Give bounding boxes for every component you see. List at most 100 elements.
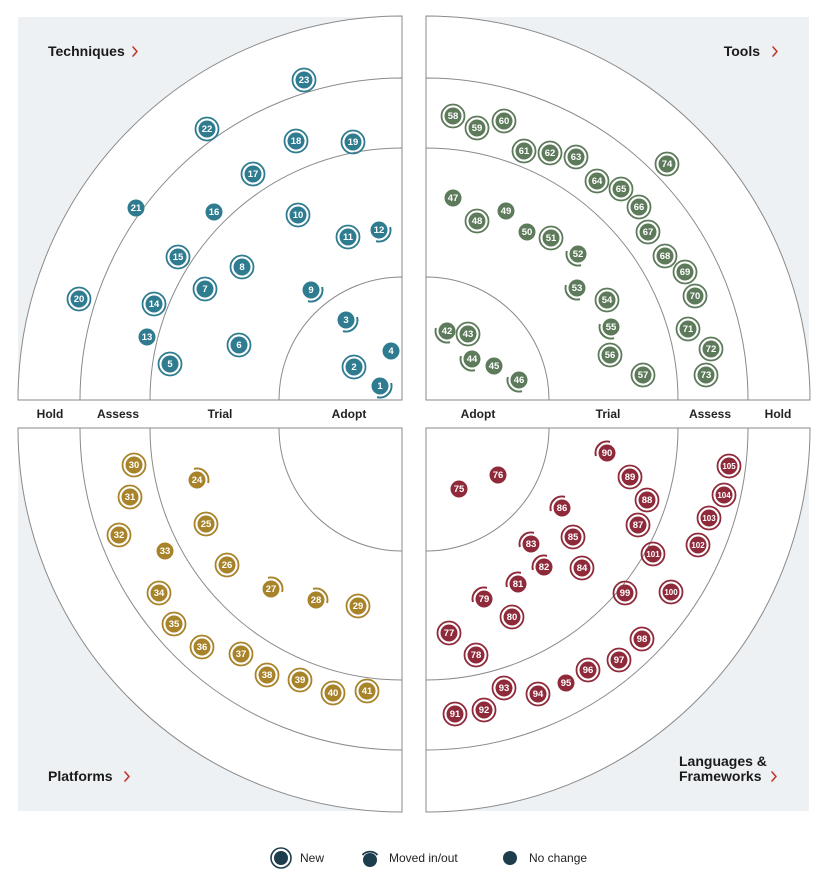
blip-88[interactable]: 88 [634, 487, 660, 513]
blip-67[interactable]: 67 [635, 219, 661, 245]
blip-58[interactable]: 58 [440, 103, 466, 129]
blip-87[interactable]: 87 [625, 512, 651, 538]
blip-50[interactable]: 50 [518, 223, 536, 241]
blip-64[interactable]: 64 [584, 168, 610, 194]
blip-71[interactable]: 71 [675, 316, 701, 342]
blip-49[interactable]: 49 [497, 202, 515, 220]
blip-11[interactable]: 11 [335, 224, 361, 250]
blip-1[interactable]: 1 [371, 377, 393, 399]
blip-98[interactable]: 98 [629, 626, 655, 652]
blip-31[interactable]: 31 [117, 484, 143, 510]
blip-103[interactable]: 103 [696, 505, 722, 531]
blip-40[interactable]: 40 [320, 680, 346, 706]
blip-6[interactable]: 6 [226, 332, 252, 358]
quadrant-title-languages[interactable]: Languages & Frameworks [679, 753, 777, 784]
blip-100[interactable]: 100 [658, 579, 684, 605]
blip-62[interactable]: 62 [537, 140, 563, 166]
blip-16[interactable]: 16 [205, 203, 223, 221]
blip-78[interactable]: 78 [463, 642, 489, 668]
blip-84[interactable]: 84 [569, 555, 595, 581]
blip-97[interactable]: 97 [606, 647, 632, 673]
blip-34[interactable]: 34 [146, 580, 172, 606]
blip-53[interactable]: 53 [564, 279, 586, 301]
blip-85[interactable]: 85 [560, 524, 586, 550]
blip-82[interactable]: 82 [531, 554, 553, 576]
blip-90[interactable]: 90 [594, 440, 616, 462]
blip-22[interactable]: 22 [194, 116, 220, 142]
blip-54[interactable]: 54 [594, 287, 620, 313]
blip-45[interactable]: 45 [485, 357, 503, 375]
blip-48[interactable]: 48 [464, 208, 490, 234]
blip-12[interactable]: 12 [370, 221, 392, 243]
blip-65[interactable]: 65 [608, 176, 634, 202]
blip-3[interactable]: 3 [337, 311, 359, 333]
blip-102[interactable]: 102 [685, 532, 711, 558]
blip-55[interactable]: 55 [598, 318, 620, 340]
blip-9[interactable]: 9 [302, 281, 324, 303]
blip-94[interactable]: 94 [525, 681, 551, 707]
blip-72[interactable]: 72 [698, 336, 724, 362]
blip-66[interactable]: 66 [626, 194, 652, 220]
blip-41[interactable]: 41 [354, 678, 380, 704]
blip-39[interactable]: 39 [287, 667, 313, 693]
blip-17[interactable]: 17 [240, 161, 266, 187]
blip-27[interactable]: 27 [262, 576, 284, 598]
quadrant-title-tools[interactable]: Tools [724, 43, 778, 59]
blip-89[interactable]: 89 [617, 464, 643, 490]
blip-28[interactable]: 28 [307, 587, 329, 609]
blip-91[interactable]: 91 [442, 701, 468, 727]
blip-74[interactable]: 74 [654, 151, 680, 177]
blip-2[interactable]: 2 [341, 354, 367, 380]
blip-59[interactable]: 59 [464, 115, 490, 141]
blip-21[interactable]: 21 [127, 199, 145, 217]
blip-86[interactable]: 86 [549, 495, 571, 517]
blip-79[interactable]: 79 [471, 586, 493, 608]
blip-38[interactable]: 38 [254, 662, 280, 688]
blip-96[interactable]: 96 [575, 657, 601, 683]
blip-60[interactable]: 60 [491, 108, 517, 134]
blip-32[interactable]: 32 [106, 522, 132, 548]
blip-105[interactable]: 105 [716, 453, 742, 479]
blip-47[interactable]: 47 [444, 189, 462, 207]
blip-52[interactable]: 52 [565, 245, 587, 267]
blip-70[interactable]: 70 [682, 283, 708, 309]
blip-33[interactable]: 33 [156, 542, 174, 560]
blip-5[interactable]: 5 [157, 351, 183, 377]
blip-18[interactable]: 18 [283, 128, 309, 154]
blip-13[interactable]: 13 [138, 328, 156, 346]
blip-69[interactable]: 69 [672, 259, 698, 285]
blip-4[interactable]: 4 [382, 342, 400, 360]
blip-46[interactable]: 46 [506, 371, 528, 393]
blip-76[interactable]: 76 [489, 466, 507, 484]
blip-95[interactable]: 95 [557, 674, 575, 692]
blip-51[interactable]: 51 [538, 225, 564, 251]
blip-80[interactable]: 80 [499, 604, 525, 630]
blip-35[interactable]: 35 [161, 611, 187, 637]
blip-25[interactable]: 25 [193, 511, 219, 537]
blip-36[interactable]: 36 [189, 634, 215, 660]
blip-15[interactable]: 15 [165, 244, 191, 270]
blip-57[interactable]: 57 [630, 362, 656, 388]
blip-8[interactable]: 8 [229, 254, 255, 280]
blip-83[interactable]: 83 [518, 531, 540, 553]
blip-14[interactable]: 14 [141, 291, 167, 317]
blip-73[interactable]: 73 [693, 362, 719, 388]
blip-99[interactable]: 99 [612, 580, 638, 606]
quadrant-title-platforms[interactable]: Platforms [48, 768, 130, 784]
blip-42[interactable]: 42 [434, 322, 456, 344]
blip-68[interactable]: 68 [652, 243, 678, 269]
blip-63[interactable]: 63 [563, 144, 589, 170]
quadrant-title-techniques[interactable]: Techniques [48, 43, 138, 59]
blip-101[interactable]: 101 [640, 541, 666, 567]
blip-61[interactable]: 61 [511, 138, 537, 164]
blip-75[interactable]: 75 [450, 480, 468, 498]
blip-104[interactable]: 104 [711, 482, 737, 508]
blip-56[interactable]: 56 [597, 342, 623, 368]
blip-24[interactable]: 24 [188, 467, 210, 489]
blip-26[interactable]: 26 [214, 552, 240, 578]
blip-81[interactable]: 81 [505, 571, 527, 593]
blip-92[interactable]: 92 [471, 697, 497, 723]
blip-7[interactable]: 7 [192, 276, 218, 302]
blip-29[interactable]: 29 [345, 593, 371, 619]
blip-20[interactable]: 20 [66, 286, 92, 312]
